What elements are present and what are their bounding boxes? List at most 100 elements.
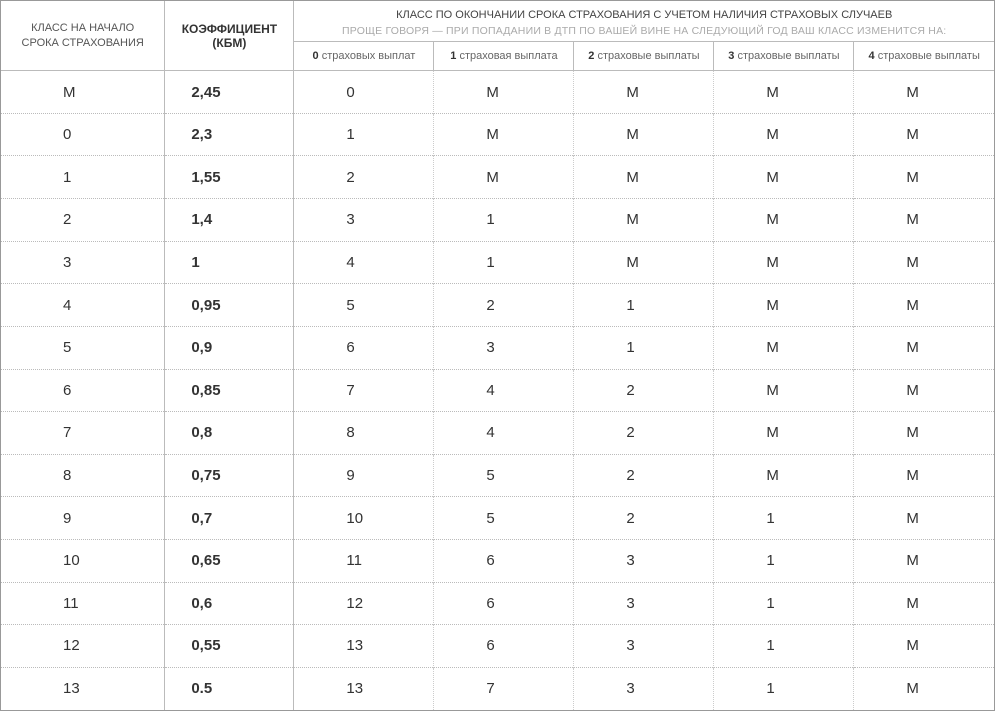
- cell-kbm: 2,45: [165, 71, 294, 114]
- cell-kbm: 1,55: [165, 156, 294, 199]
- kbm-table-wrapper: { "header": { "start_label_line1": "КЛАС…: [0, 0, 995, 711]
- cell-kbm: 0,7: [165, 497, 294, 540]
- cell-start-class: 0: [1, 113, 165, 156]
- cell-start-class: 1: [1, 156, 165, 199]
- cell-payout-4: М: [854, 454, 994, 497]
- table-row: 110,612631М: [1, 582, 994, 625]
- table-row: 120,5513631М: [1, 625, 994, 668]
- cell-payout-1: М: [434, 71, 574, 114]
- cell-payout-2: 1: [574, 284, 714, 327]
- cell-payout-2: М: [574, 113, 714, 156]
- cell-start-class: 13: [1, 667, 165, 710]
- table-body: М2,450ММММ02,31ММММ11,552ММММ21,431МММ31…: [1, 71, 994, 710]
- kbm-table: КЛАСС НА НАЧАЛО СРОКА СТРАХОВАНИЯ КОЭФФИ…: [1, 1, 994, 710]
- cell-payout-0: 11: [294, 539, 434, 582]
- cell-payout-4: М: [854, 326, 994, 369]
- cell-kbm: 0,85: [165, 369, 294, 412]
- cell-payout-3: М: [714, 412, 854, 455]
- cell-start-class: 8: [1, 454, 165, 497]
- cell-payout-3: М: [714, 369, 854, 412]
- cell-payout-0: 12: [294, 582, 434, 625]
- header-start-line1: КЛАСС НА НАЧАЛО: [5, 21, 160, 36]
- cell-payout-1: 1: [434, 199, 574, 242]
- cell-payout-1: 4: [434, 369, 574, 412]
- cell-payout-2: 2: [574, 412, 714, 455]
- cell-payout-4: М: [854, 582, 994, 625]
- header-kbm-line1: КОЭФФИЦИЕНТ: [169, 22, 289, 36]
- cell-kbm: 0,75: [165, 454, 294, 497]
- cell-payout-1: 6: [434, 539, 574, 582]
- cell-payout-4: М: [854, 284, 994, 327]
- cell-payout-1: 7: [434, 667, 574, 710]
- header-payout-3: 3 страховые выплаты: [714, 42, 854, 71]
- cell-payout-2: 2: [574, 497, 714, 540]
- cell-payout-4: М: [854, 497, 994, 540]
- header-payout-4: 4 страховые выплаты: [854, 42, 994, 71]
- table-row: 100,6511631М: [1, 539, 994, 582]
- cell-payout-3: М: [714, 454, 854, 497]
- cell-kbm: 0,8: [165, 412, 294, 455]
- cell-payout-2: М: [574, 199, 714, 242]
- table-row: 80,75952ММ: [1, 454, 994, 497]
- cell-payout-1: 1: [434, 241, 574, 284]
- header-group-line1: КЛАСС ПО ОКОНЧАНИИ СРОКА СТРАХОВАНИЯ С У…: [298, 7, 990, 24]
- header-payout-n-1: 1: [450, 50, 456, 62]
- cell-kbm: 2,3: [165, 113, 294, 156]
- cell-payout-0: 9: [294, 454, 434, 497]
- cell-payout-4: М: [854, 667, 994, 710]
- cell-payout-3: М: [714, 241, 854, 284]
- table-row: 50,9631ММ: [1, 326, 994, 369]
- table-row: 3141МММ: [1, 241, 994, 284]
- cell-payout-2: 2: [574, 369, 714, 412]
- cell-payout-3: М: [714, 113, 854, 156]
- cell-start-class: 2: [1, 199, 165, 242]
- cell-payout-0: 3: [294, 199, 434, 242]
- cell-payout-2: 3: [574, 539, 714, 582]
- cell-payout-4: М: [854, 369, 994, 412]
- cell-kbm: 0,6: [165, 582, 294, 625]
- cell-payout-1: 3: [434, 326, 574, 369]
- cell-payout-3: 1: [714, 582, 854, 625]
- header-payout-label-4: страховые выплаты: [878, 50, 980, 62]
- cell-kbm: 0,95: [165, 284, 294, 327]
- header-payout-n-3: 3: [728, 50, 734, 62]
- cell-start-class: 6: [1, 369, 165, 412]
- header-payout-label-3: страховые выплаты: [737, 50, 839, 62]
- header-start-class: КЛАСС НА НАЧАЛО СРОКА СТРАХОВАНИЯ: [1, 1, 165, 71]
- cell-start-class: 10: [1, 539, 165, 582]
- cell-start-class: 4: [1, 284, 165, 327]
- cell-payout-2: 3: [574, 667, 714, 710]
- cell-payout-1: 2: [434, 284, 574, 327]
- header-payout-label-2: страховые выплаты: [597, 50, 699, 62]
- cell-payout-0: 0: [294, 71, 434, 114]
- cell-payout-1: 6: [434, 582, 574, 625]
- cell-payout-4: М: [854, 625, 994, 668]
- cell-payout-1: 4: [434, 412, 574, 455]
- table-row: 60,85742ММ: [1, 369, 994, 412]
- cell-payout-2: 3: [574, 625, 714, 668]
- cell-start-class: 9: [1, 497, 165, 540]
- cell-start-class: 11: [1, 582, 165, 625]
- header-payout-1: 1 страховая выплата: [434, 42, 574, 71]
- table-row: 02,31ММММ: [1, 113, 994, 156]
- cell-start-class: 12: [1, 625, 165, 668]
- header-row-1: КЛАСС НА НАЧАЛО СРОКА СТРАХОВАНИЯ КОЭФФИ…: [1, 1, 994, 42]
- cell-start-class: 3: [1, 241, 165, 284]
- cell-payout-2: М: [574, 71, 714, 114]
- cell-payout-1: М: [434, 113, 574, 156]
- cell-payout-1: 5: [434, 497, 574, 540]
- header-start-line2: СРОКА СТРАХОВАНИЯ: [5, 36, 160, 51]
- header-payout-0: 0 страховых выплат: [294, 42, 434, 71]
- header-kbm: КОЭФФИЦИЕНТ (КБМ): [165, 1, 294, 71]
- cell-payout-0: 4: [294, 241, 434, 284]
- header-group: КЛАСС ПО ОКОНЧАНИИ СРОКА СТРАХОВАНИЯ С У…: [294, 1, 994, 42]
- cell-payout-4: М: [854, 113, 994, 156]
- header-payout-n-0: 0: [313, 50, 319, 62]
- cell-payout-0: 13: [294, 667, 434, 710]
- cell-start-class: 5: [1, 326, 165, 369]
- cell-payout-4: М: [854, 539, 994, 582]
- cell-start-class: 7: [1, 412, 165, 455]
- cell-payout-0: 6: [294, 326, 434, 369]
- cell-payout-3: М: [714, 284, 854, 327]
- table-row: 90,710521М: [1, 497, 994, 540]
